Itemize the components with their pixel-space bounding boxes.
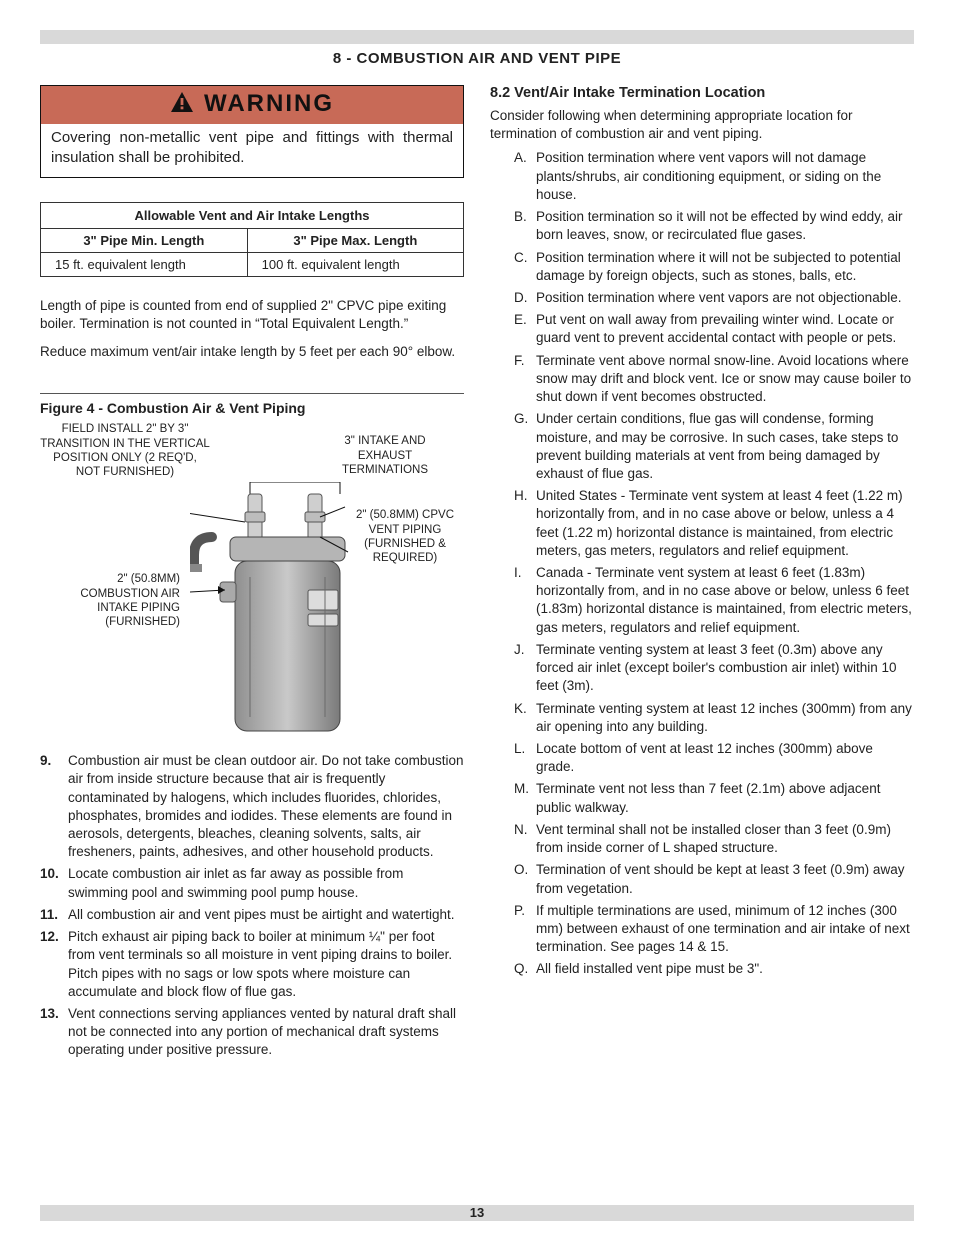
list-item-text: Combustion air must be clean outdoor air… — [68, 752, 464, 861]
intake-lengths-table: Allowable Vent and Air Intake Lengths 3"… — [40, 202, 464, 277]
list-item-text: All field installed vent pipe must be 3"… — [536, 960, 914, 978]
list-item-number: 11. — [40, 906, 68, 924]
right-lead: Consider following when determining appr… — [490, 107, 914, 143]
page-number: 13 — [470, 1205, 484, 1220]
figure-label-transition: FIELD INSTALL 2" BY 3" TRANSITION IN THE… — [40, 422, 210, 480]
list-item-text: Termination of vent should be kept at le… — [536, 861, 914, 897]
list-item: N.Vent terminal shall not be installed c… — [514, 821, 914, 857]
list-item: M.Terminate vent not less than 7 feet (2… — [514, 780, 914, 816]
list-item-text: Pitch exhaust air piping back to boiler … — [68, 928, 464, 1001]
list-item-letter: F. — [514, 352, 536, 407]
list-item-text: Locate bottom of vent at least 12 inches… — [536, 740, 914, 776]
list-item-letter: P. — [514, 902, 536, 957]
list-item: 9.Combustion air must be clean outdoor a… — [40, 752, 464, 861]
list-item-text: Position termination so it will not be e… — [536, 208, 914, 244]
list-item-letter: I. — [514, 564, 536, 637]
list-item: J.Terminate venting system at least 3 fe… — [514, 641, 914, 696]
warning-triangle-icon — [170, 91, 194, 118]
list-item-number: 13. — [40, 1005, 68, 1060]
figure-rule — [40, 393, 464, 394]
list-item: O.Termination of vent should be kept at … — [514, 861, 914, 897]
list-item: F.Terminate vent above normal snow-line.… — [514, 352, 914, 407]
list-item-text: Terminate vent not less than 7 feet (2.1… — [536, 780, 914, 816]
figure-title: Figure 4 - Combustion Air & Vent Piping — [40, 400, 464, 416]
list-item-text: Under certain conditions, flue gas will … — [536, 410, 914, 483]
list-item-text: Vent connections serving appliances vent… — [68, 1005, 464, 1060]
list-item-number: 12. — [40, 928, 68, 1001]
table-col2-value: 100 ft. equivalent length — [247, 252, 463, 276]
list-item-text: If multiple terminations are used, minim… — [536, 902, 914, 957]
paragraph-1: Length of pipe is counted from end of su… — [40, 297, 464, 333]
list-item-letter: C. — [514, 249, 536, 285]
list-item-text: Canada - Terminate vent system at least … — [536, 564, 914, 637]
list-item: D.Position termination where vent vapors… — [514, 289, 914, 307]
list-item-text: Terminate vent above normal snow-line. A… — [536, 352, 914, 407]
list-item-text: Position termination where vent vapors w… — [536, 149, 914, 204]
page: 8 - COMBUSTION AIR AND VENT PIPE WARNI — [0, 0, 954, 1235]
list-item-text: All combustion air and vent pipes must b… — [68, 906, 464, 924]
table-title: Allowable Vent and Air Intake Lengths — [41, 202, 464, 228]
list-item: Q.All field installed vent pipe must be … — [514, 960, 914, 978]
two-column-layout: WARNING Covering non-metallic vent pipe … — [40, 85, 914, 1064]
table-col1-header: 3" Pipe Min. Length — [41, 228, 248, 252]
figure-area: FIELD INSTALL 2" BY 3" TRANSITION IN THE… — [40, 422, 464, 742]
list-item-letter: H. — [514, 487, 536, 560]
list-item: G.Under certain conditions, flue gas wil… — [514, 410, 914, 483]
list-item-text: Locate combustion air inlet as far away … — [68, 865, 464, 901]
list-item-text: Put vent on wall away from prevailing wi… — [536, 311, 914, 347]
figure-label-terminations: 3" INTAKE AND EXHAUST TERMINATIONS — [320, 434, 450, 477]
list-item: B.Position termination so it will not be… — [514, 208, 914, 244]
list-item: C.Position termination where it will not… — [514, 249, 914, 285]
list-item: E.Put vent on wall away from prevailing … — [514, 311, 914, 347]
warning-header: WARNING — [41, 86, 463, 124]
list-item: K.Terminate venting system at least 12 i… — [514, 700, 914, 736]
list-item: I.Canada - Terminate vent system at leas… — [514, 564, 914, 637]
list-item-text: United States - Terminate vent system at… — [536, 487, 914, 560]
list-item-letter: J. — [514, 641, 536, 696]
list-item-letter: M. — [514, 780, 536, 816]
list-item: 10.Locate combustion air inlet as far aw… — [40, 865, 464, 901]
list-item-letter: Q. — [514, 960, 536, 978]
list-item-letter: O. — [514, 861, 536, 897]
list-item: H.United States - Terminate vent system … — [514, 487, 914, 560]
list-item-letter: B. — [514, 208, 536, 244]
list-item-letter: N. — [514, 821, 536, 857]
warning-box: WARNING Covering non-metallic vent pipe … — [40, 85, 464, 178]
list-item-number: 10. — [40, 865, 68, 901]
top-rule — [40, 30, 914, 44]
list-item-letter: G. — [514, 410, 536, 483]
list-item-number: 9. — [40, 752, 68, 861]
warning-body: Covering non-metallic vent pipe and fitt… — [41, 124, 463, 177]
warning-title: WARNING — [204, 90, 334, 118]
list-item-letter: K. — [514, 700, 536, 736]
list-item-text: Terminate venting system at least 3 feet… — [536, 641, 914, 696]
list-item-text: Vent terminal shall not be installed clo… — [536, 821, 914, 857]
list-item-text: Position termination where it will not b… — [536, 249, 914, 285]
right-column: 8.2 Vent/Air Intake Termination Location… — [490, 85, 914, 1064]
list-item: A.Position termination where vent vapors… — [514, 149, 914, 204]
paragraph-2: Reduce maximum vent/air intake length by… — [40, 343, 464, 361]
alpha-list: A.Position termination where vent vapors… — [490, 149, 914, 978]
list-item-letter: D. — [514, 289, 536, 307]
list-item-letter: A. — [514, 149, 536, 204]
list-item-text: Terminate venting system at least 12 inc… — [536, 700, 914, 736]
left-column: WARNING Covering non-metallic vent pipe … — [40, 85, 464, 1064]
table-col2-header: 3" Pipe Max. Length — [247, 228, 463, 252]
footer-bar: 13 — [40, 1205, 914, 1221]
list-item: 12.Pitch exhaust air piping back to boil… — [40, 928, 464, 1001]
section-header: 8 - COMBUSTION AIR AND VENT PIPE — [40, 50, 914, 67]
table-col1-value: 15 ft. equivalent length — [41, 252, 248, 276]
list-item: L.Locate bottom of vent at least 12 inch… — [514, 740, 914, 776]
boiler-illustration — [190, 482, 360, 732]
numbered-list: 9.Combustion air must be clean outdoor a… — [40, 752, 464, 1060]
right-subheading: 8.2 Vent/Air Intake Termination Location — [490, 85, 914, 101]
list-item-letter: E. — [514, 311, 536, 347]
list-item: 13.Vent connections serving appliances v… — [40, 1005, 464, 1060]
list-item-letter: L. — [514, 740, 536, 776]
list-item: 11.All combustion air and vent pipes mus… — [40, 906, 464, 924]
figure-label-intake: 2" (50.8MM) COMBUSTION AIR INTAKE PIPING… — [40, 572, 180, 630]
list-item-text: Position termination where vent vapors a… — [536, 289, 914, 307]
list-item: P.If multiple terminations are used, min… — [514, 902, 914, 957]
